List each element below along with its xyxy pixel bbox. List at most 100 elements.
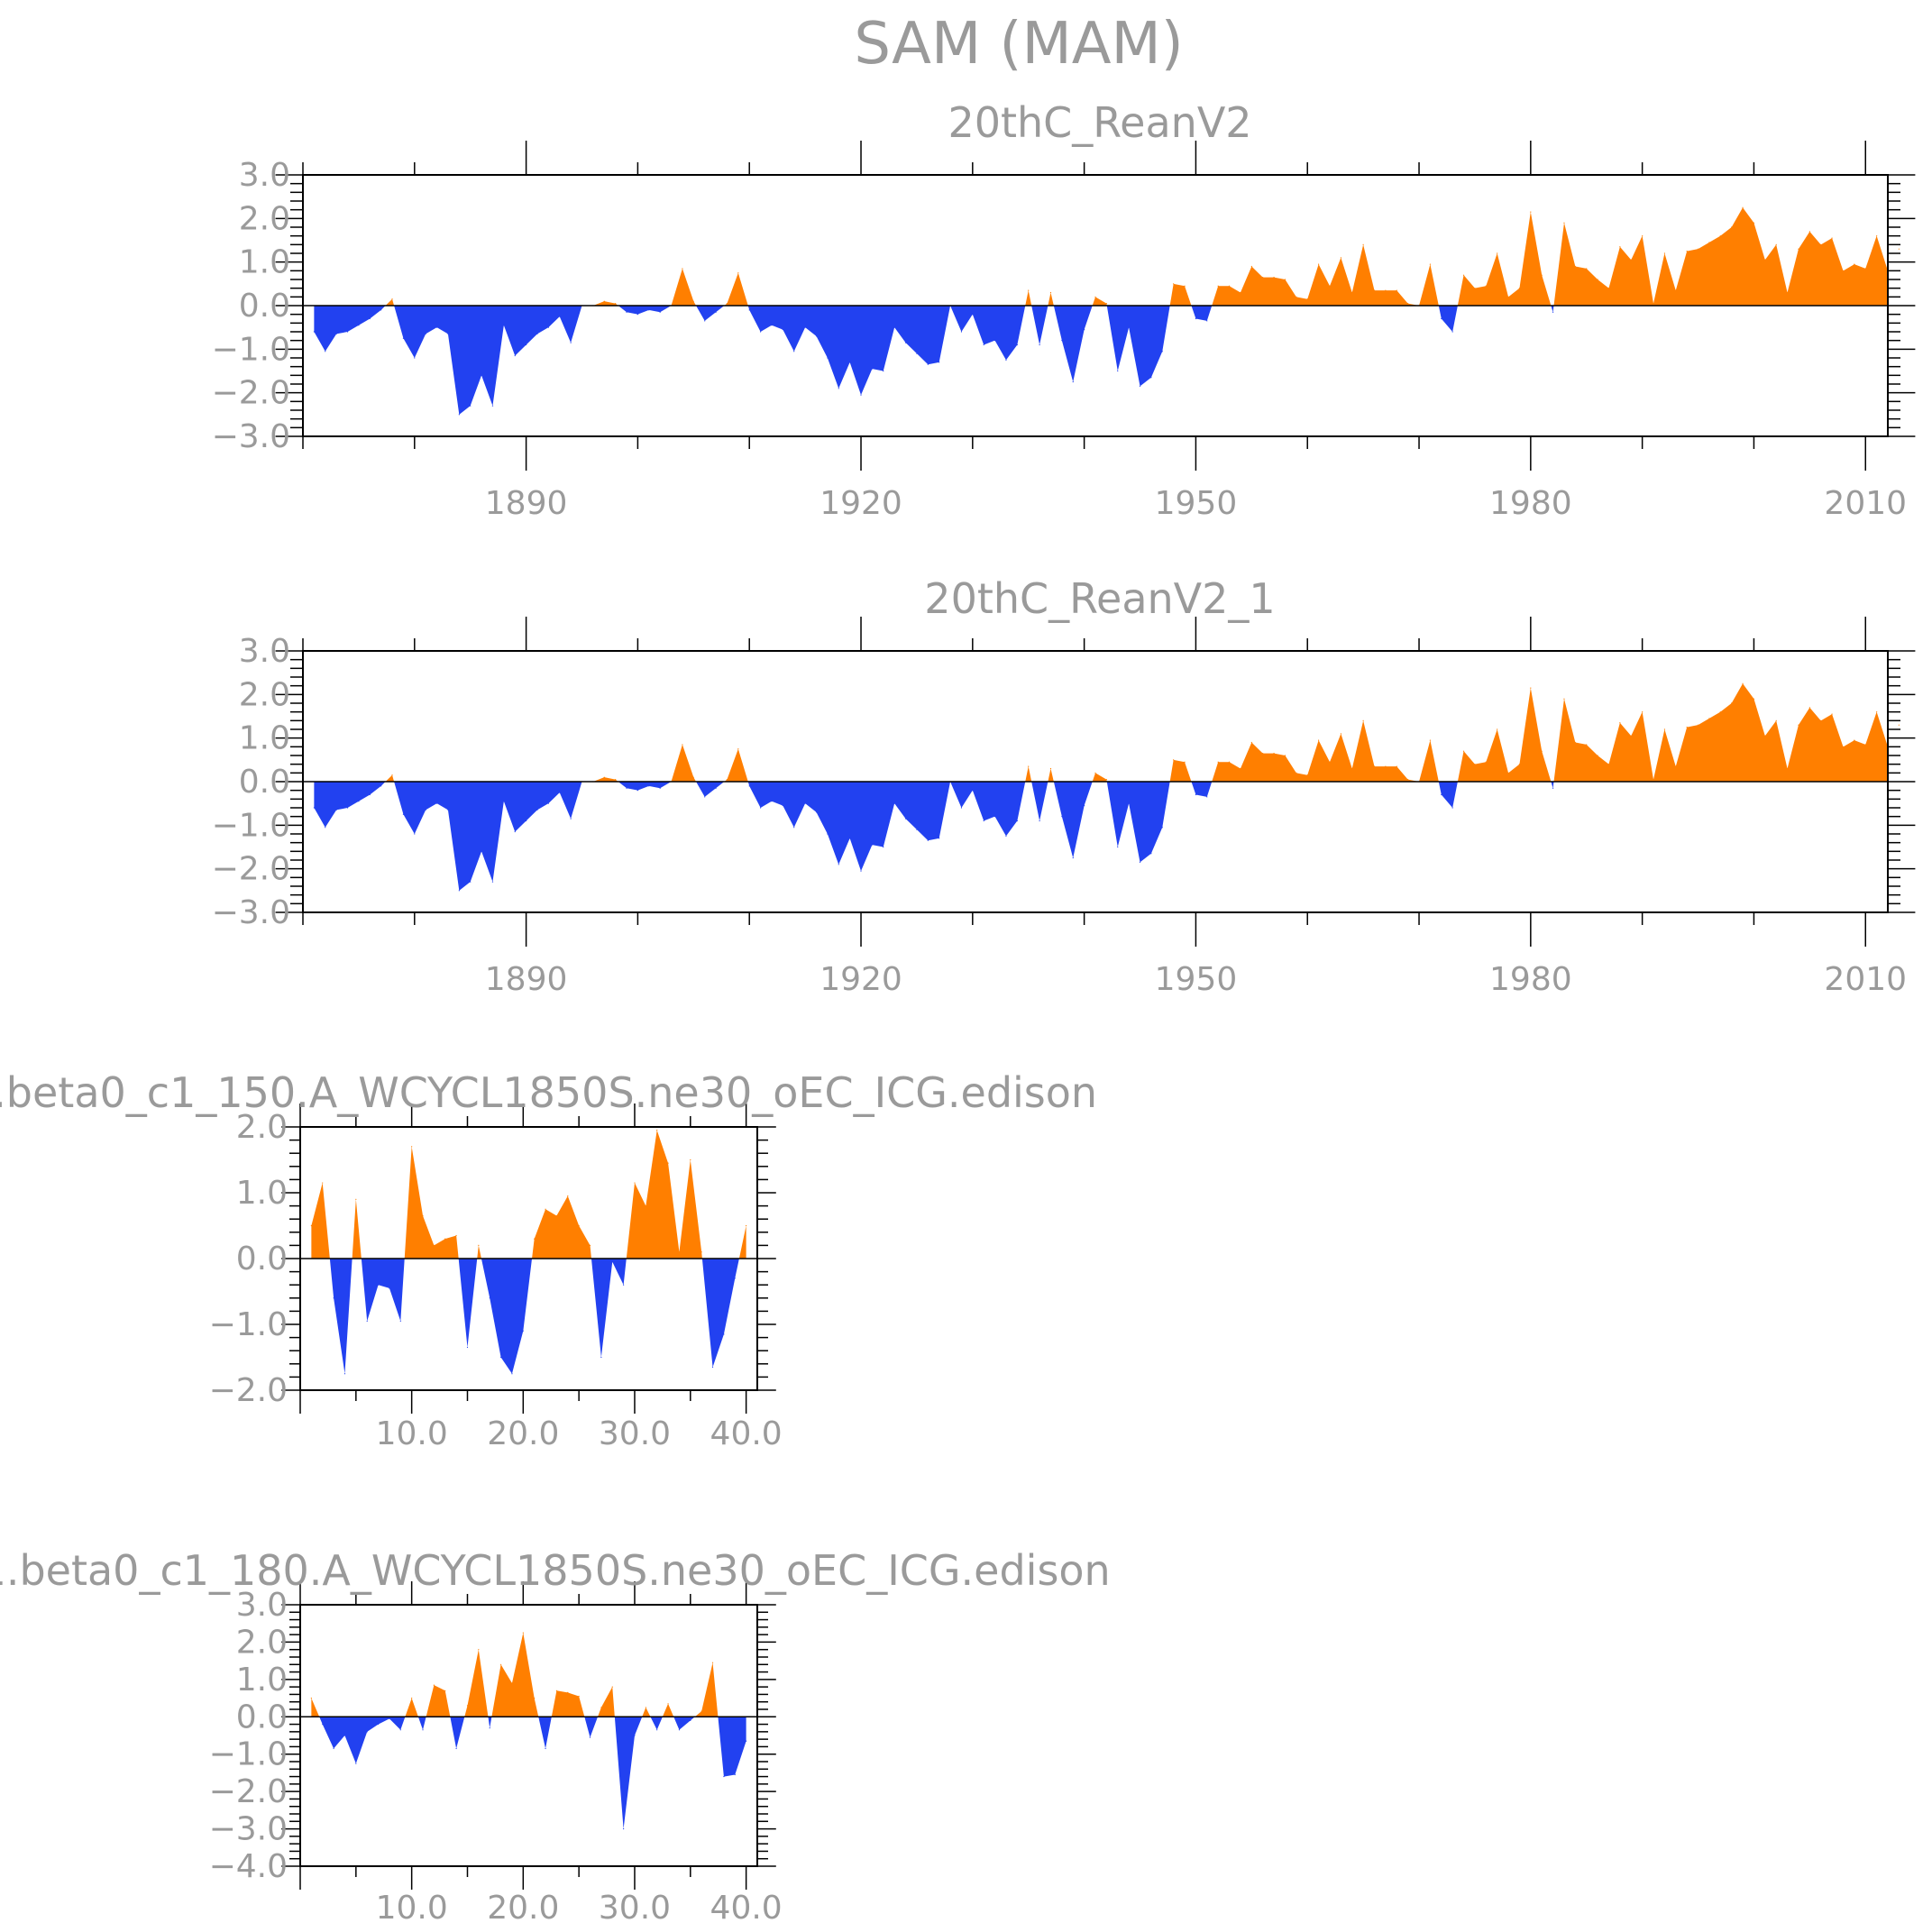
data-point <box>589 1736 591 1738</box>
panel-beta0-c1-180: 3.02.01.00.0−1.0−2.0−3.0−4.0 10.0 20.0 30.0… <box>0 1546 1111 1923</box>
data-point <box>1072 856 1074 859</box>
data-point <box>435 326 438 328</box>
data-point <box>1262 752 1264 755</box>
data-point <box>346 331 349 333</box>
data-point <box>1552 311 1554 313</box>
figure-title: SAM (MAM) <box>854 11 1183 78</box>
data-point <box>904 342 907 343</box>
data-point <box>711 1366 714 1369</box>
series-negative-area <box>311 1259 746 1374</box>
panel-title: 21.beta0_c1_180.A_WCYCL1850S.ne30_oEC_IC… <box>0 1546 1111 1595</box>
data-point <box>1240 767 1241 770</box>
x-tick-label: 1890 <box>485 961 568 998</box>
data-point <box>904 818 907 820</box>
y-tick-label: 0.0 <box>239 764 290 801</box>
data-point <box>1574 741 1576 744</box>
data-point <box>1642 235 1644 237</box>
data-point <box>623 1284 625 1286</box>
data-point <box>422 1729 424 1731</box>
data-point <box>626 787 627 789</box>
data-point <box>555 1214 558 1217</box>
data-point <box>1049 767 1052 770</box>
data-point <box>313 807 315 809</box>
data-point <box>1173 283 1175 285</box>
x-tick-label: 30.0 <box>599 1415 671 1452</box>
data-point <box>1563 222 1565 224</box>
data-point <box>1072 380 1074 383</box>
data-point <box>1217 285 1219 287</box>
data-point <box>860 870 862 872</box>
data-point <box>793 351 795 353</box>
data-point <box>547 326 549 328</box>
panel-title: 20thC_ReanV2 <box>948 98 1251 147</box>
data-point <box>1842 746 1845 747</box>
data-point <box>578 1224 580 1227</box>
data-point <box>458 414 460 416</box>
data-point <box>656 1130 658 1131</box>
data-point <box>1273 276 1275 279</box>
data-point <box>377 1284 380 1286</box>
data-point <box>1808 707 1810 709</box>
data-point <box>734 1773 736 1776</box>
data-point <box>346 807 349 809</box>
data-point <box>578 1695 580 1698</box>
data-point <box>514 354 516 357</box>
data-point <box>636 314 639 316</box>
data-point <box>1150 377 1152 379</box>
data-point <box>692 776 694 778</box>
data-point <box>1329 761 1331 763</box>
data-point <box>1429 263 1432 265</box>
data-point <box>1663 252 1665 254</box>
data-point <box>1675 289 1677 291</box>
data-point <box>1530 687 1532 689</box>
data-point <box>1586 268 1588 270</box>
data-point <box>1485 285 1487 287</box>
data-point <box>1719 235 1721 237</box>
x-tick-label: 1920 <box>819 961 902 998</box>
data-point <box>748 309 750 311</box>
y-tick-label: 0.0 <box>236 1241 288 1277</box>
data-point <box>1385 765 1387 767</box>
data-point <box>667 1162 669 1164</box>
data-point <box>1084 328 1085 331</box>
data-point <box>634 1182 636 1184</box>
data-point <box>759 331 762 333</box>
data-point <box>1507 772 1509 774</box>
data-point <box>1105 302 1107 305</box>
data-point <box>667 1703 669 1705</box>
data-point <box>871 368 873 370</box>
data-point <box>1161 827 1163 829</box>
data-point <box>1184 285 1186 287</box>
series-positive-area <box>311 1130 746 1259</box>
data-point <box>1105 778 1107 781</box>
data-point <box>380 309 382 311</box>
panel-title: 7.beta0_c1_150.A_WCYCL1850S.ne30_oEC_ICG… <box>0 1068 1097 1117</box>
series-positive-area <box>311 1633 719 1717</box>
data-point <box>692 300 694 302</box>
data-point <box>313 331 315 333</box>
data-point <box>1240 291 1241 294</box>
y-tick-label: 0.0 <box>239 288 290 325</box>
data-point <box>1507 296 1509 298</box>
data-point <box>700 1251 702 1253</box>
data-point <box>1407 302 1409 305</box>
data-point <box>1786 767 1789 770</box>
data-point <box>1764 259 1766 261</box>
data-point <box>1820 719 1822 721</box>
data-point <box>960 807 963 809</box>
data-point <box>1574 265 1576 268</box>
data-point <box>916 829 918 830</box>
panel-title: 20thC_ReanV2_1 <box>924 574 1275 623</box>
data-point <box>522 1632 524 1634</box>
data-point <box>1373 289 1376 291</box>
data-point <box>611 1261 613 1263</box>
data-point <box>1195 317 1197 320</box>
data-point <box>1451 331 1453 333</box>
data-point <box>366 1731 368 1733</box>
x-tick-label: 1950 <box>1155 961 1238 998</box>
data-point <box>458 890 460 892</box>
data-point <box>1864 744 1866 746</box>
data-point <box>478 1244 480 1246</box>
data-point <box>648 309 650 311</box>
data-point <box>1731 226 1733 228</box>
